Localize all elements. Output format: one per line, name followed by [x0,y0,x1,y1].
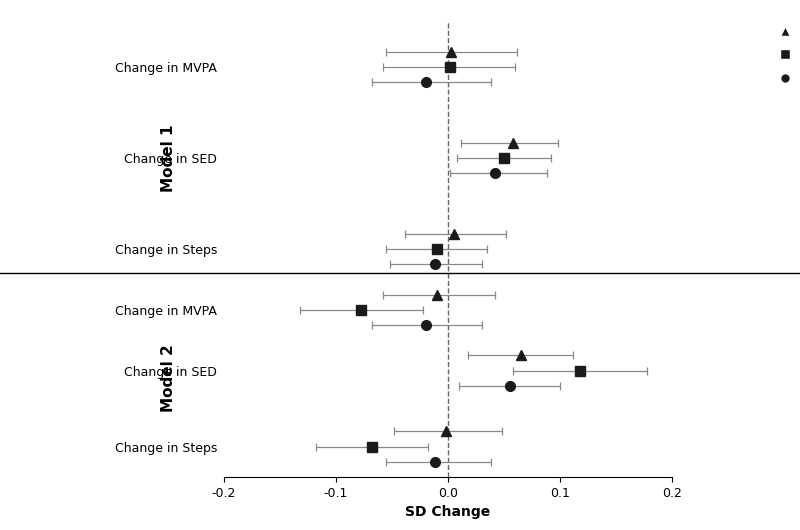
Legend: PM2.5, NO2, PM10: PM2.5, NO2, PM10 [765,19,800,92]
X-axis label: SD Change: SD Change [406,505,490,519]
Text: Model 2: Model 2 [161,344,175,412]
Text: Model 1: Model 1 [161,124,175,192]
